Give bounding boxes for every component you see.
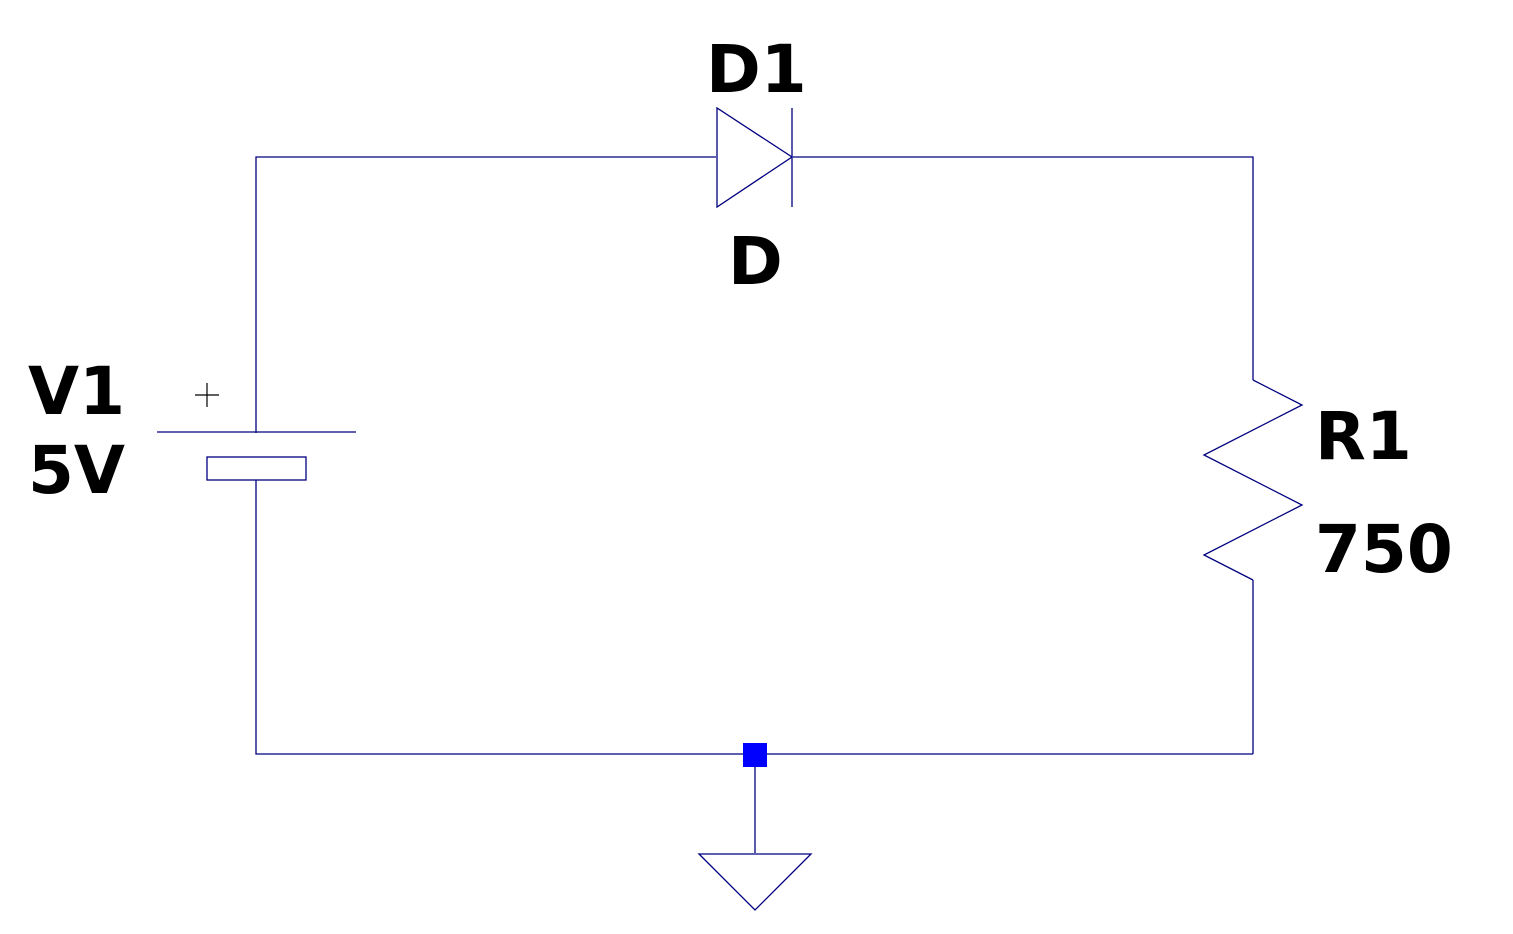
- diode-name: D1: [706, 31, 807, 108]
- resistor-value: 750: [1315, 511, 1453, 588]
- wire-top-left: [255, 156, 716, 433]
- wires: [255, 156, 1254, 853]
- ground-triangle: [697, 853, 813, 911]
- resistor-symbol[interactable]: [1202, 379, 1304, 581]
- diode-symbol[interactable]: [716, 106, 794, 209]
- voltage-source-symbol[interactable]: [157, 383, 356, 481]
- wire-top-right: [793, 156, 1254, 380]
- source-negative-plate: [206, 456, 307, 481]
- resistor-name: R1: [1315, 398, 1412, 475]
- voltage-source-value: 5V: [28, 432, 125, 509]
- junction-node[interactable]: [743, 743, 767, 767]
- resistor-zigzag: [1202, 379, 1304, 581]
- voltage-source-name: V1: [28, 353, 125, 430]
- diode-model: D: [728, 223, 783, 300]
- diode-triangle: [716, 106, 794, 209]
- wire-bottom: [255, 480, 1253, 755]
- ground-symbol[interactable]: [697, 853, 813, 911]
